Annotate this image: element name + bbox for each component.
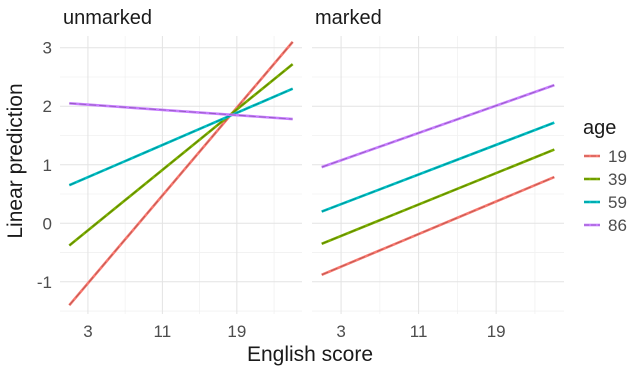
- y-tick-label: 2: [43, 97, 52, 116]
- series-fit-dash-age-19: [321, 176, 555, 276]
- series-fit-dash-age-59: [321, 122, 555, 212]
- panel-marked: marked 3 11 19: [312, 7, 564, 341]
- y-axis-title: Linear prediction: [4, 83, 27, 238]
- series-line-age-59: [321, 121, 555, 213]
- x-tick-label: 3: [336, 322, 345, 341]
- x-tick-label: 3: [83, 322, 92, 341]
- series-line-age-19: [68, 41, 294, 307]
- series-line-age-39: [321, 148, 555, 245]
- series-fit-dash-age-19: [69, 41, 293, 306]
- x-tick-label: 19: [487, 322, 506, 341]
- legend: age 19 39 59 86: [583, 117, 627, 235]
- y-tick-label: -1: [37, 273, 52, 292]
- x-tick-label: 11: [410, 322, 428, 341]
- series-line-age-39: [68, 63, 294, 247]
- y-tick-label: 1: [43, 156, 52, 175]
- panel-title: marked: [315, 7, 382, 29]
- series-fit-dash-age-59: [69, 88, 293, 186]
- series-fit-dash-age-39: [321, 149, 555, 245]
- x-tick-label: 19: [227, 322, 246, 341]
- series-line-age-86: [69, 102, 293, 121]
- series-fit-dash-age-86: [321, 84, 555, 168]
- panel-title: unmarked: [63, 7, 152, 29]
- series-line-age-19: [321, 175, 555, 276]
- legend-label-age-39: 39: [608, 170, 627, 189]
- legend-label-age-19: 19: [608, 147, 627, 166]
- y-tick-label: 0: [43, 214, 52, 233]
- legend-title: age: [583, 117, 616, 139]
- x-axis-title: English score: [247, 343, 373, 366]
- series-fit-dash-age-39: [69, 63, 293, 246]
- legend-label-age-86: 86: [608, 216, 627, 235]
- y-tick-label: 3: [43, 39, 52, 58]
- legend-label-age-59: 59: [608, 193, 627, 212]
- series-fit-dash-age-86: [69, 102, 293, 120]
- series-line-age-86: [321, 83, 555, 169]
- panel-unmarked: unmarked 3 11 19: [60, 7, 302, 341]
- x-tick-label: 11: [154, 322, 172, 341]
- y-axis: -1 0 1 2 3: [37, 39, 52, 292]
- series-line-age-59: [68, 87, 294, 187]
